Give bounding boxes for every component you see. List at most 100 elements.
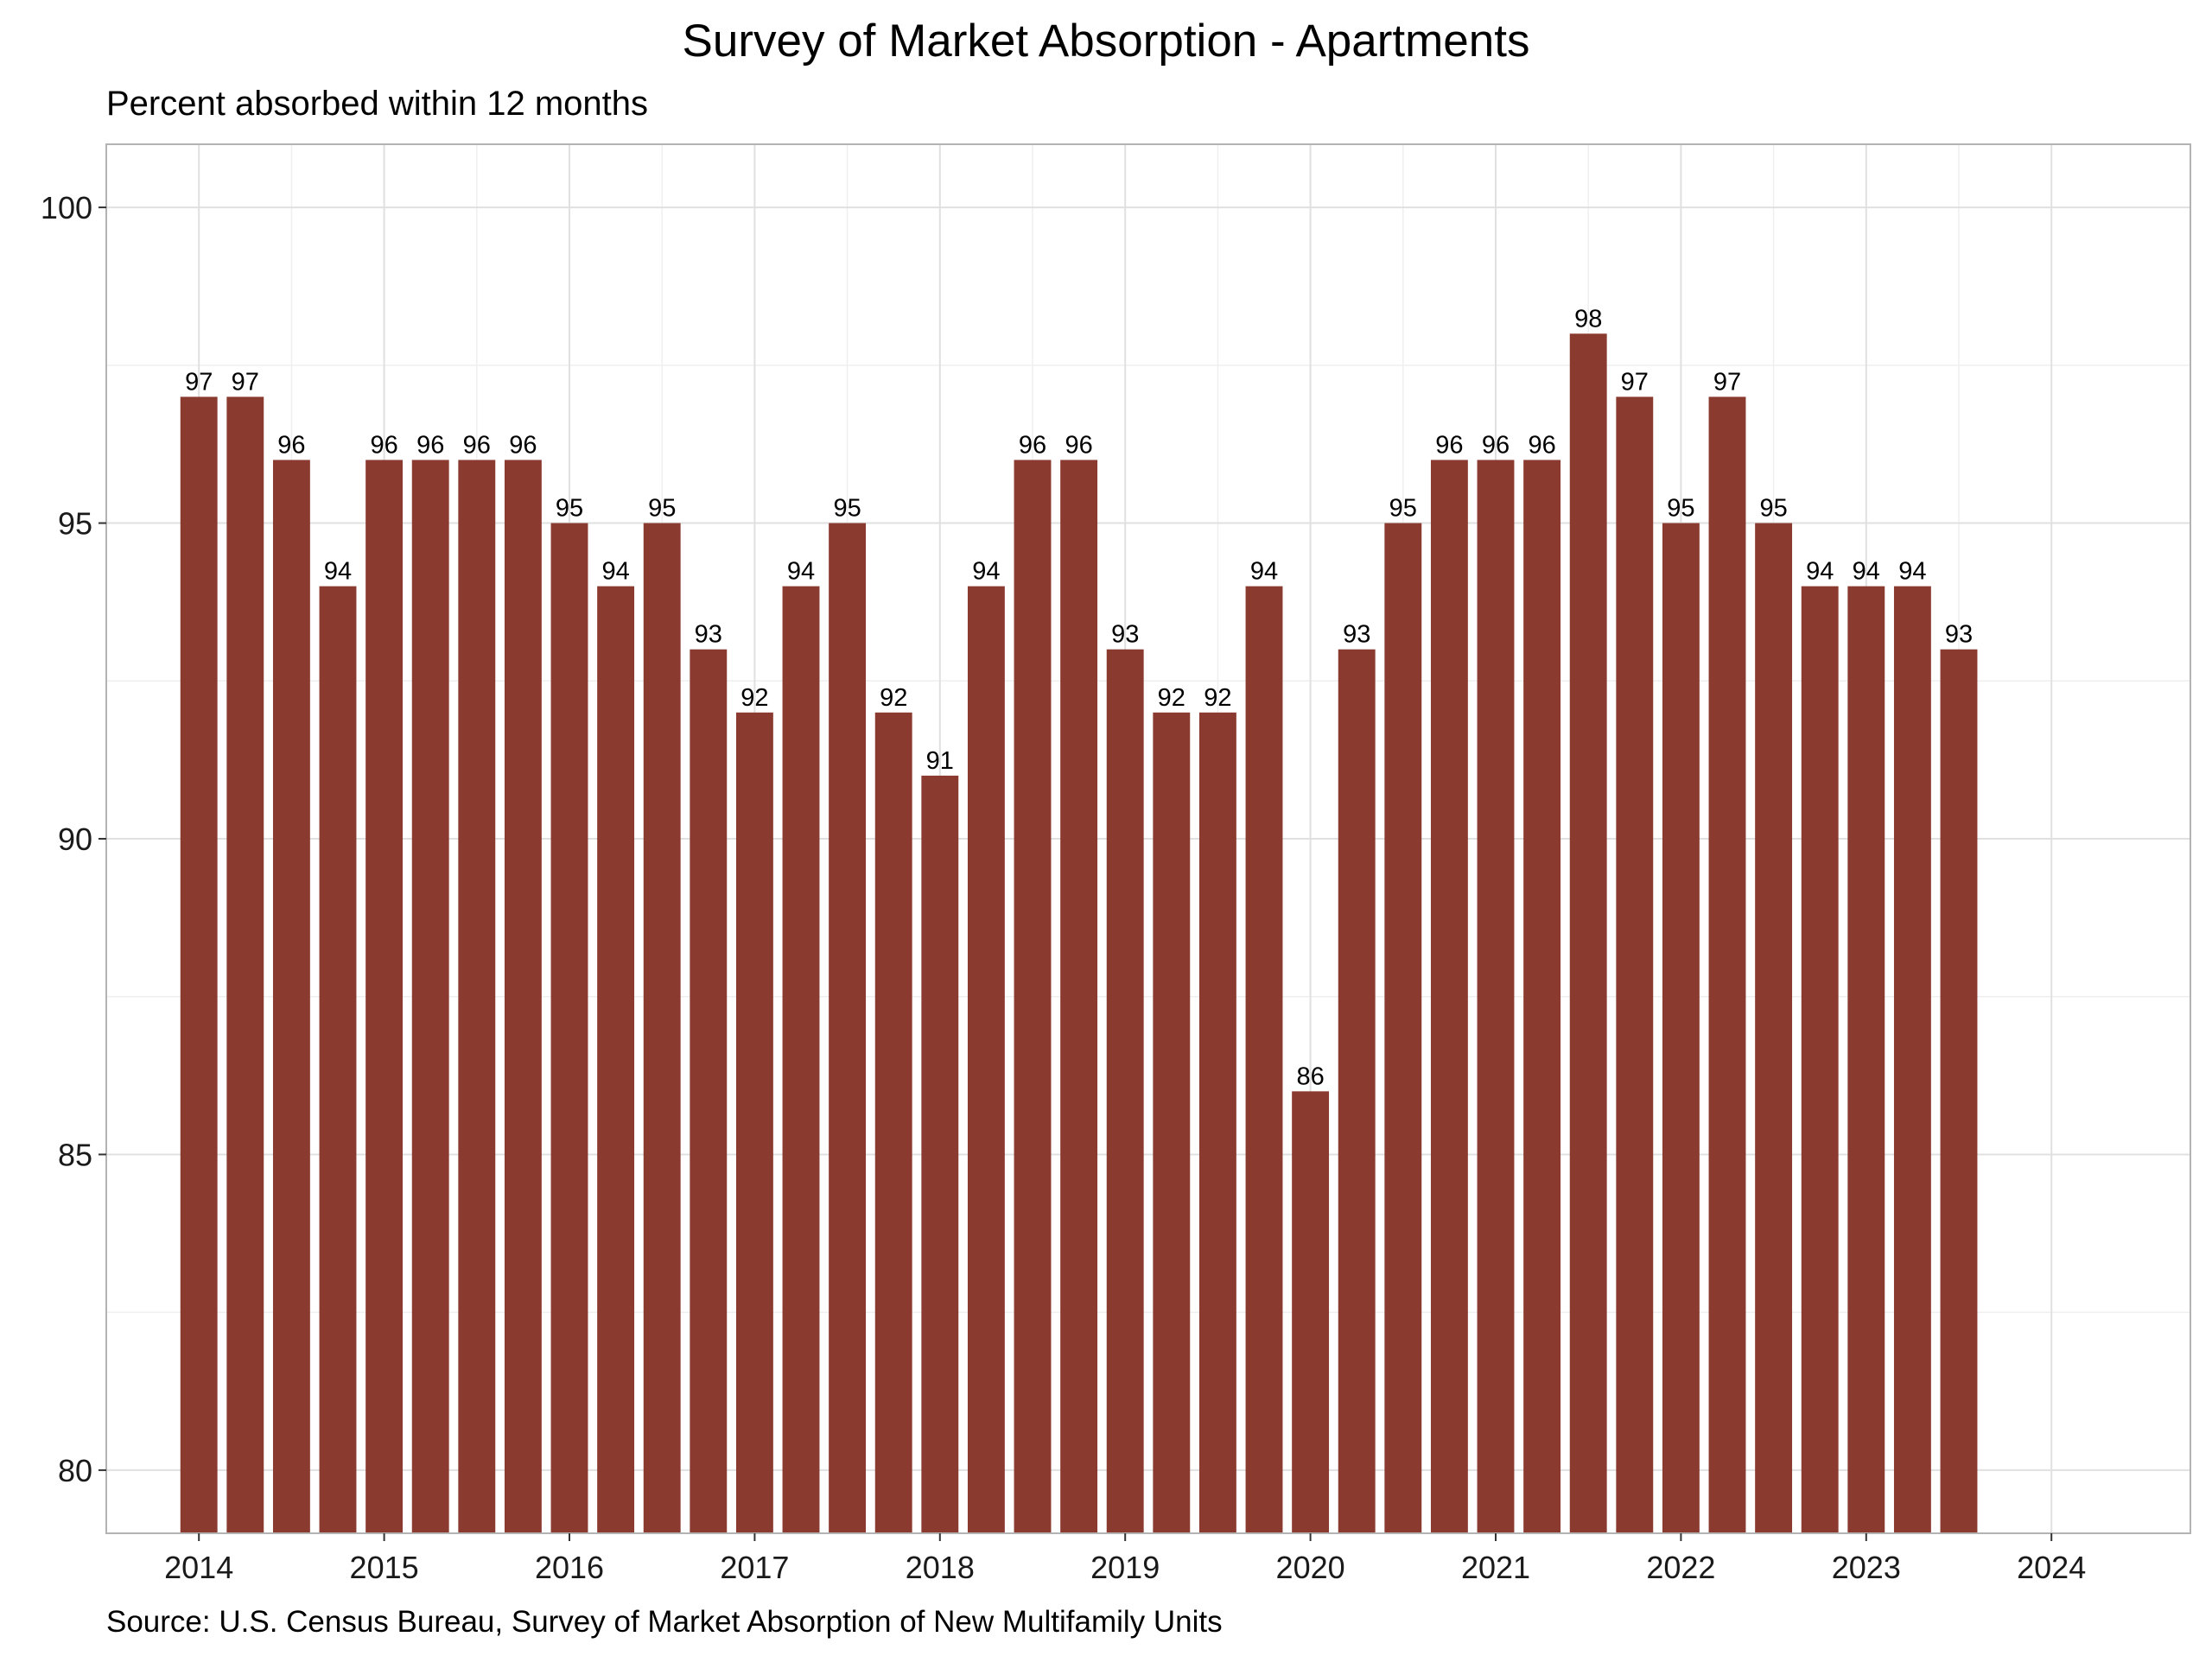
data-label: 92 [880,684,907,712]
data-label: 96 [1065,431,1092,459]
data-label: 91 [926,747,954,775]
bar [1708,396,1746,1533]
bar [1338,649,1376,1533]
bar [365,460,404,1533]
bar [1430,460,1468,1533]
data-label: 98 [1574,305,1602,333]
bar [272,460,310,1533]
data-label: 96 [277,431,305,459]
y-tick-label: 95 [58,506,92,542]
bar [1292,1091,1330,1533]
bar [1245,586,1283,1533]
bar [782,586,820,1533]
bar [1384,523,1422,1534]
data-label: 96 [1019,431,1046,459]
data-label: 94 [787,558,815,586]
data-label: 96 [370,431,397,459]
bar [1662,523,1700,1534]
bar [226,396,264,1533]
bar [1940,649,1978,1533]
data-label: 97 [185,368,213,396]
y-tick-label: 80 [58,1453,92,1488]
data-label: 95 [1389,495,1417,523]
data-label: 95 [556,495,583,523]
bars [180,333,1978,1534]
bar [411,460,449,1533]
x-tick-label: 2020 [1276,1550,1345,1585]
bar [1893,586,1931,1533]
data-label: 96 [416,431,444,459]
bar [550,523,588,1534]
x-tick-label: 2018 [906,1550,975,1585]
x-tick-label: 2024 [2017,1550,2086,1585]
data-labels: 97 97 96 94 96 96 96 96 95 94 95 93 92 94 95 92 91 94 96 96… [185,305,1973,1090]
data-label: 94 [324,558,352,586]
data-label: 96 [463,431,491,459]
data-label: 94 [1806,558,1834,586]
x-tick-label: 2014 [164,1550,233,1585]
bar [1523,460,1561,1533]
x-tick-label: 2017 [720,1550,789,1585]
data-label: 95 [1759,495,1787,523]
chart-caption: Source: U.S. Census Bureau, Survey of Ma… [106,1605,1223,1639]
bar [1477,460,1515,1533]
data-label: 93 [695,621,722,649]
data-label: 93 [1945,621,1973,649]
bar [874,712,912,1533]
data-label: 93 [1343,621,1370,649]
data-label: 96 [1435,431,1463,459]
bar [1106,649,1144,1533]
bar [1014,460,1052,1533]
bar [1569,333,1607,1534]
bar [1153,712,1191,1533]
data-label: 95 [833,495,861,523]
data-label: 95 [1667,495,1694,523]
data-label: 96 [509,431,537,459]
y-tick-label: 100 [41,190,92,225]
data-label: 94 [1898,558,1926,586]
bar [458,460,496,1533]
bar [1801,586,1839,1533]
x-tick-label: 2019 [1090,1550,1160,1585]
bar [597,586,635,1533]
x-tick-label: 2021 [1461,1550,1530,1585]
bar [829,523,867,1534]
data-label: 92 [1158,684,1185,712]
bar [504,460,542,1533]
bar [1616,396,1654,1533]
bar [180,396,218,1533]
bar [1198,712,1236,1533]
bar [1755,523,1793,1534]
data-label: 96 [1482,431,1510,459]
bar [643,523,681,1534]
chart-title: Survey of Market Absorption - Apartments [682,16,1530,67]
data-label: 96 [1528,431,1555,459]
bar [1847,586,1885,1533]
bar [690,649,728,1533]
data-label: 94 [1853,558,1880,586]
y-tick-label: 85 [58,1137,92,1172]
data-label: 92 [1204,684,1231,712]
x-tick-label: 2016 [535,1550,604,1585]
bar [735,712,773,1533]
axes: 80 85 90 95 100 2014 2015 2016 2017 2018 2019 2020 2… [41,190,2086,1585]
data-label: 97 [232,368,259,396]
data-label: 94 [601,558,629,586]
data-label: 97 [1621,368,1649,396]
bar [967,586,1005,1533]
bar [319,586,357,1533]
bar [921,775,959,1533]
y-tick-label: 90 [58,821,92,857]
data-label: 97 [1713,368,1741,396]
data-label: 86 [1296,1063,1324,1090]
chart-subtitle: Percent absorbed within 12 months [106,85,649,123]
data-label: 93 [1111,621,1139,649]
x-tick-label: 2023 [1832,1550,1901,1585]
data-label: 94 [1250,558,1278,586]
data-label: 92 [741,684,768,712]
data-label: 95 [648,495,676,523]
data-label: 94 [972,558,1000,586]
x-tick-label: 2015 [350,1550,419,1585]
x-tick-label: 2022 [1646,1550,1715,1585]
